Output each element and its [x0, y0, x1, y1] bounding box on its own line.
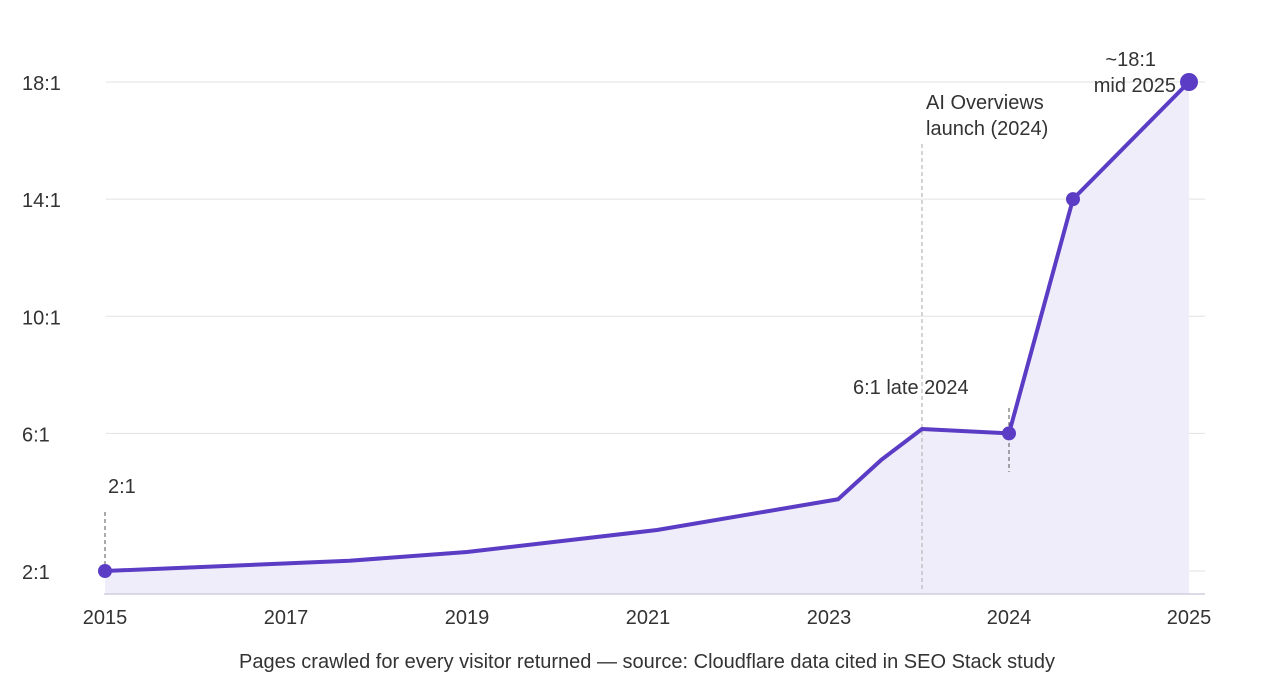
x-tick-label-4: 2023: [807, 607, 852, 629]
annotation-0: 2:1: [108, 476, 136, 498]
annotation-2-line-1: mid 2025: [1094, 75, 1176, 97]
chart-caption: Pages crawled for every visitor returned…: [239, 651, 1055, 673]
annotation-3-line-1: launch (2024): [926, 118, 1048, 140]
y-tick-label-0: 2:1: [22, 562, 50, 584]
annotation-2-line-0: ~18:1: [1105, 49, 1156, 71]
data-point-0: [98, 564, 112, 578]
y-axis-ticks: 2:1 6:1 10:1 14:1 18:1: [22, 73, 61, 584]
x-tick-label-3: 2021: [626, 607, 671, 629]
annotations: 2:1 6:1 late 2024 ~18:1 mid 2025 AI Overview…: [108, 49, 1176, 498]
data-point-3: [1180, 73, 1198, 91]
x-tick-label-0: 2015: [83, 607, 128, 629]
x-tick-label-1: 2017: [264, 607, 309, 629]
y-tick-label-4: 18:1: [22, 73, 61, 95]
annotation-3: AI Overviews launch (2024): [926, 92, 1048, 140]
data-point-1: [1002, 426, 1016, 441]
y-tick-label-1: 6:1: [22, 424, 50, 446]
annotation-1-line-0: 6:1 late 2024: [853, 377, 969, 399]
data-markers: [98, 73, 1198, 578]
x-tick-label-5: 2024: [987, 607, 1032, 629]
annotation-2: ~18:1 mid 2025: [1094, 49, 1176, 97]
annotation-3-line-0: AI Overviews: [926, 92, 1044, 114]
y-tick-label-3: 14:1: [22, 190, 61, 212]
data-point-2: [1066, 192, 1080, 207]
x-tick-label-6: 2025: [1167, 607, 1212, 629]
series-line: [104, 80, 1191, 573]
x-tick-label-2: 2019: [445, 607, 490, 629]
area-fill: [105, 82, 1189, 594]
x-axis-ticks: 2015 2017 2019 2021 2023 2024 2025: [83, 607, 1212, 629]
annotation-0-line-0: 2:1: [108, 476, 136, 498]
y-tick-label-2: 10:1: [22, 307, 61, 329]
annotation-1: 6:1 late 2024: [853, 377, 969, 399]
